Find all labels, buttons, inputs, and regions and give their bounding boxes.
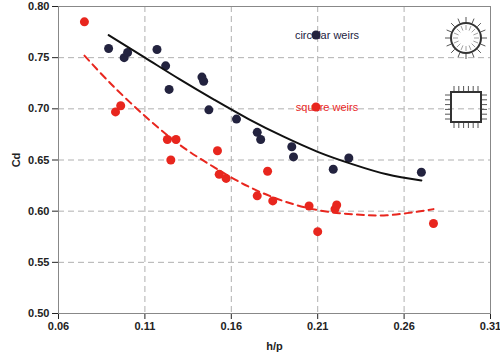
svg-text:0.55: 0.55 (28, 256, 49, 268)
svg-text:circular weirs: circular weirs (295, 29, 360, 41)
svg-text:square weirs: square weirs (296, 101, 359, 113)
svg-text:0.31: 0.31 (480, 320, 500, 332)
svg-text:h/p: h/p (266, 340, 283, 352)
svg-text:0.70: 0.70 (28, 102, 49, 114)
svg-text:0.50: 0.50 (28, 307, 49, 319)
svg-text:0.21: 0.21 (307, 320, 328, 332)
svg-text:0.75: 0.75 (28, 51, 49, 63)
svg-text:0.26: 0.26 (393, 320, 414, 332)
svg-text:0.16: 0.16 (221, 320, 242, 332)
svg-text:0.80: 0.80 (28, 0, 49, 12)
svg-text:Cd: Cd (10, 153, 22, 168)
svg-text:0.60: 0.60 (28, 205, 49, 217)
svg-text:0.11: 0.11 (134, 320, 155, 332)
svg-text:0.65: 0.65 (28, 154, 49, 166)
svg-text:0.06: 0.06 (48, 320, 69, 332)
